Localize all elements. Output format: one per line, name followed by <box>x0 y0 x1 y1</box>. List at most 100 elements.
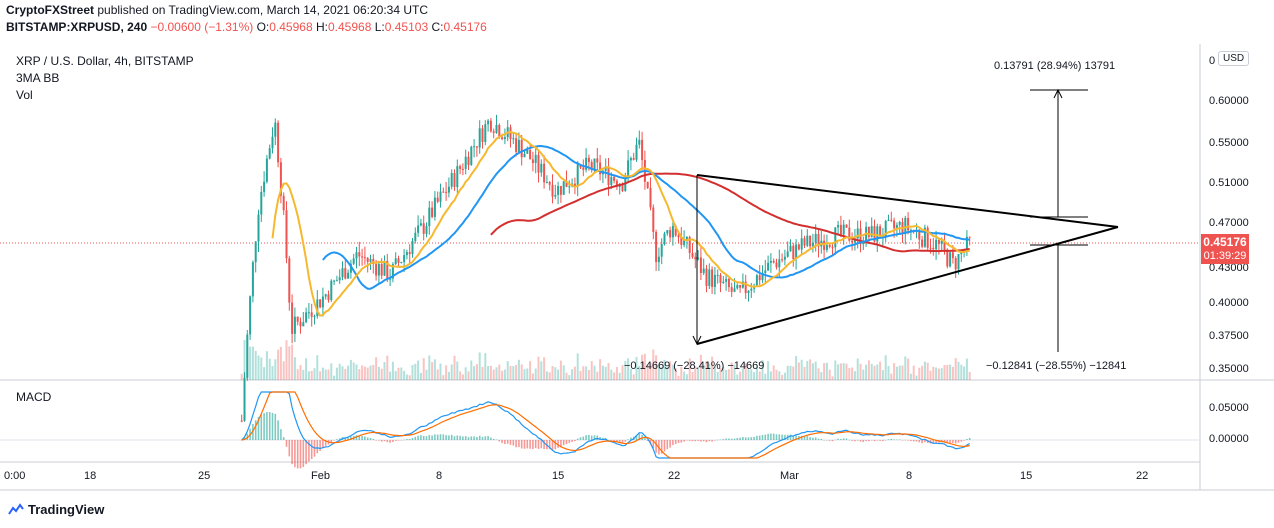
macd-hist-bar <box>764 434 767 440</box>
candle-body <box>725 278 728 282</box>
macd-hist-bar <box>688 440 691 441</box>
volume-bar <box>282 361 285 380</box>
volume-bar <box>355 364 358 380</box>
macd-hist-bar <box>823 439 825 441</box>
high-label: H: <box>315 20 328 34</box>
volume-bar <box>853 371 856 380</box>
candle-body <box>464 156 467 169</box>
volume-bar <box>758 371 761 380</box>
macd-hist-bar <box>646 440 649 441</box>
macd-hist-bar <box>733 438 736 440</box>
volume-bar <box>422 358 425 380</box>
volume-bar <box>870 363 873 380</box>
macd-hist-bar <box>282 437 285 440</box>
symbol-label: BITSTAMP:XRPUSD, 240 <box>6 20 148 34</box>
volume-bar <box>271 366 274 380</box>
volume-bar <box>240 373 243 380</box>
volume-bar <box>652 349 655 380</box>
volume-bar <box>523 369 526 380</box>
currency-button[interactable]: USD <box>1218 51 1250 66</box>
volume-bar <box>898 365 901 380</box>
macd-hist-bar <box>789 434 792 440</box>
candle-body <box>587 157 590 163</box>
indicator-ma-legend[interactable]: 3MA BB <box>16 71 60 85</box>
candle-body <box>663 233 666 245</box>
macd-hist-bar <box>565 440 568 445</box>
volume-bar <box>439 363 442 380</box>
chart-title[interactable]: XRP / U.S. Dollar, 4h, BITSTAMP <box>16 54 194 68</box>
volume-bar <box>428 355 431 380</box>
macd-hist-bar <box>915 440 918 442</box>
macd-hist-bar <box>901 440 904 441</box>
candle-body <box>943 240 946 250</box>
macd-hist-bar <box>263 413 265 440</box>
candle-body <box>657 256 660 263</box>
triangle-lower-trendline <box>696 226 1119 345</box>
candle-body <box>699 257 702 274</box>
candle-body <box>363 257 366 259</box>
volume-bar <box>319 371 322 380</box>
volume-bar <box>543 357 546 380</box>
macd-hist-bar <box>756 435 758 440</box>
volume-bar <box>618 372 621 380</box>
macd-hist-bar <box>495 439 498 441</box>
candle-body <box>691 253 694 257</box>
volume-bar <box>481 366 484 380</box>
indicator-volume-legend[interactable]: Vol <box>16 88 33 102</box>
volume-bar <box>610 369 613 380</box>
candle-body <box>257 214 260 242</box>
volume-bar <box>761 360 764 380</box>
volume-bar <box>719 368 722 380</box>
volume-bar <box>565 372 568 380</box>
candle-body <box>870 226 873 237</box>
volume-bar <box>333 375 336 380</box>
volume-bar <box>279 346 282 380</box>
volume-bars <box>240 340 971 380</box>
macd-hist-bar <box>557 440 559 448</box>
candle-body <box>666 230 669 234</box>
candle-body <box>548 182 551 185</box>
macd-hist-bar <box>826 440 828 441</box>
macd-hist-bar <box>453 436 456 440</box>
tradingview-logo[interactable]: TradingView <box>8 502 104 517</box>
indicator-macd-legend[interactable]: MACD <box>16 390 52 404</box>
candle-body <box>338 277 341 281</box>
macd-hist-bar <box>854 440 856 442</box>
candle-body <box>503 137 506 140</box>
volume-bar <box>806 361 809 380</box>
volume-bar <box>865 364 868 380</box>
candle-body <box>814 233 817 243</box>
volume-bar <box>579 370 582 380</box>
macd-hist-bar <box>652 440 655 449</box>
macd-hist-bar <box>876 440 879 441</box>
open-label: O: <box>256 20 270 34</box>
volume-bar <box>442 375 445 380</box>
volume-bar <box>352 362 355 380</box>
macd-hist-bar <box>865 440 867 441</box>
volume-bar <box>789 365 792 380</box>
candle-body <box>403 255 406 263</box>
volume-bar <box>461 374 464 380</box>
volume-bar <box>755 366 758 380</box>
macd-hist-bar <box>436 434 439 440</box>
macd-hist-bar <box>686 440 688 441</box>
candle-body <box>557 185 560 195</box>
flagpole-label: −0.14669 (−28.41%) −14669 <box>624 360 765 372</box>
volume-bar <box>744 363 747 380</box>
volume-bar <box>274 359 277 380</box>
volume-bar <box>470 360 473 380</box>
macd-hist-bar <box>593 435 596 440</box>
candle-body <box>422 223 425 234</box>
macd-hist-bar <box>529 440 531 449</box>
candle-body <box>744 281 747 294</box>
macd-hist-bar <box>739 437 741 440</box>
candle-body <box>713 274 716 287</box>
publisher-name[interactable]: CryptoFXStreet <box>6 3 95 17</box>
macd-hist-bar <box>509 440 512 445</box>
volume-bar <box>828 369 831 380</box>
volume-bar <box>741 368 744 380</box>
volume-bar <box>921 365 924 380</box>
candle-body <box>319 299 322 308</box>
candle-body <box>405 252 408 256</box>
